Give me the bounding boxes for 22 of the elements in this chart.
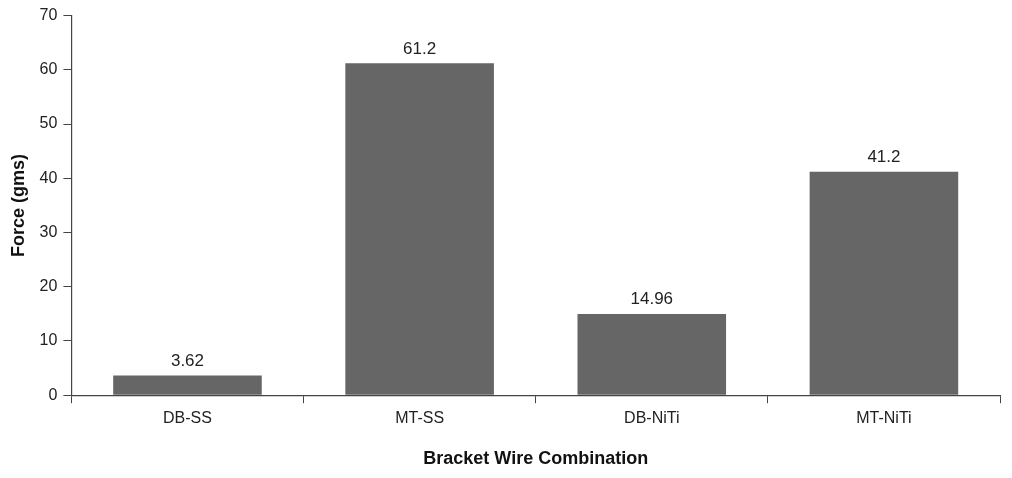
data-label: 3.62 [170,350,205,370]
y-tick-label: 70 [39,6,58,24]
bar [809,171,959,395]
y-axis-title: Force (gms) [7,153,28,257]
y-tick-label: 0 [48,385,58,403]
bar [345,63,494,395]
bar [113,375,262,395]
data-label: 14.96 [630,289,674,309]
data-label: 61.2 [403,38,437,58]
y-tick-label: 10 [39,331,58,349]
x-tick-label: DB-NiTi [624,409,680,427]
y-tick-label: 30 [39,222,58,240]
bar [577,314,727,395]
x-tick-label: MT-SS [395,409,445,427]
x-axis-title: Bracket Wire Combination [423,448,649,469]
y-tick-label: 40 [39,168,58,186]
y-tick-label: 50 [39,114,58,132]
y-tick-label: 60 [39,60,58,78]
y-tick-label: 20 [39,277,58,295]
data-label: 41.2 [867,146,901,166]
x-tick-label: MT-NiTi [856,409,912,427]
x-tick-label: DB-SS [163,409,212,427]
